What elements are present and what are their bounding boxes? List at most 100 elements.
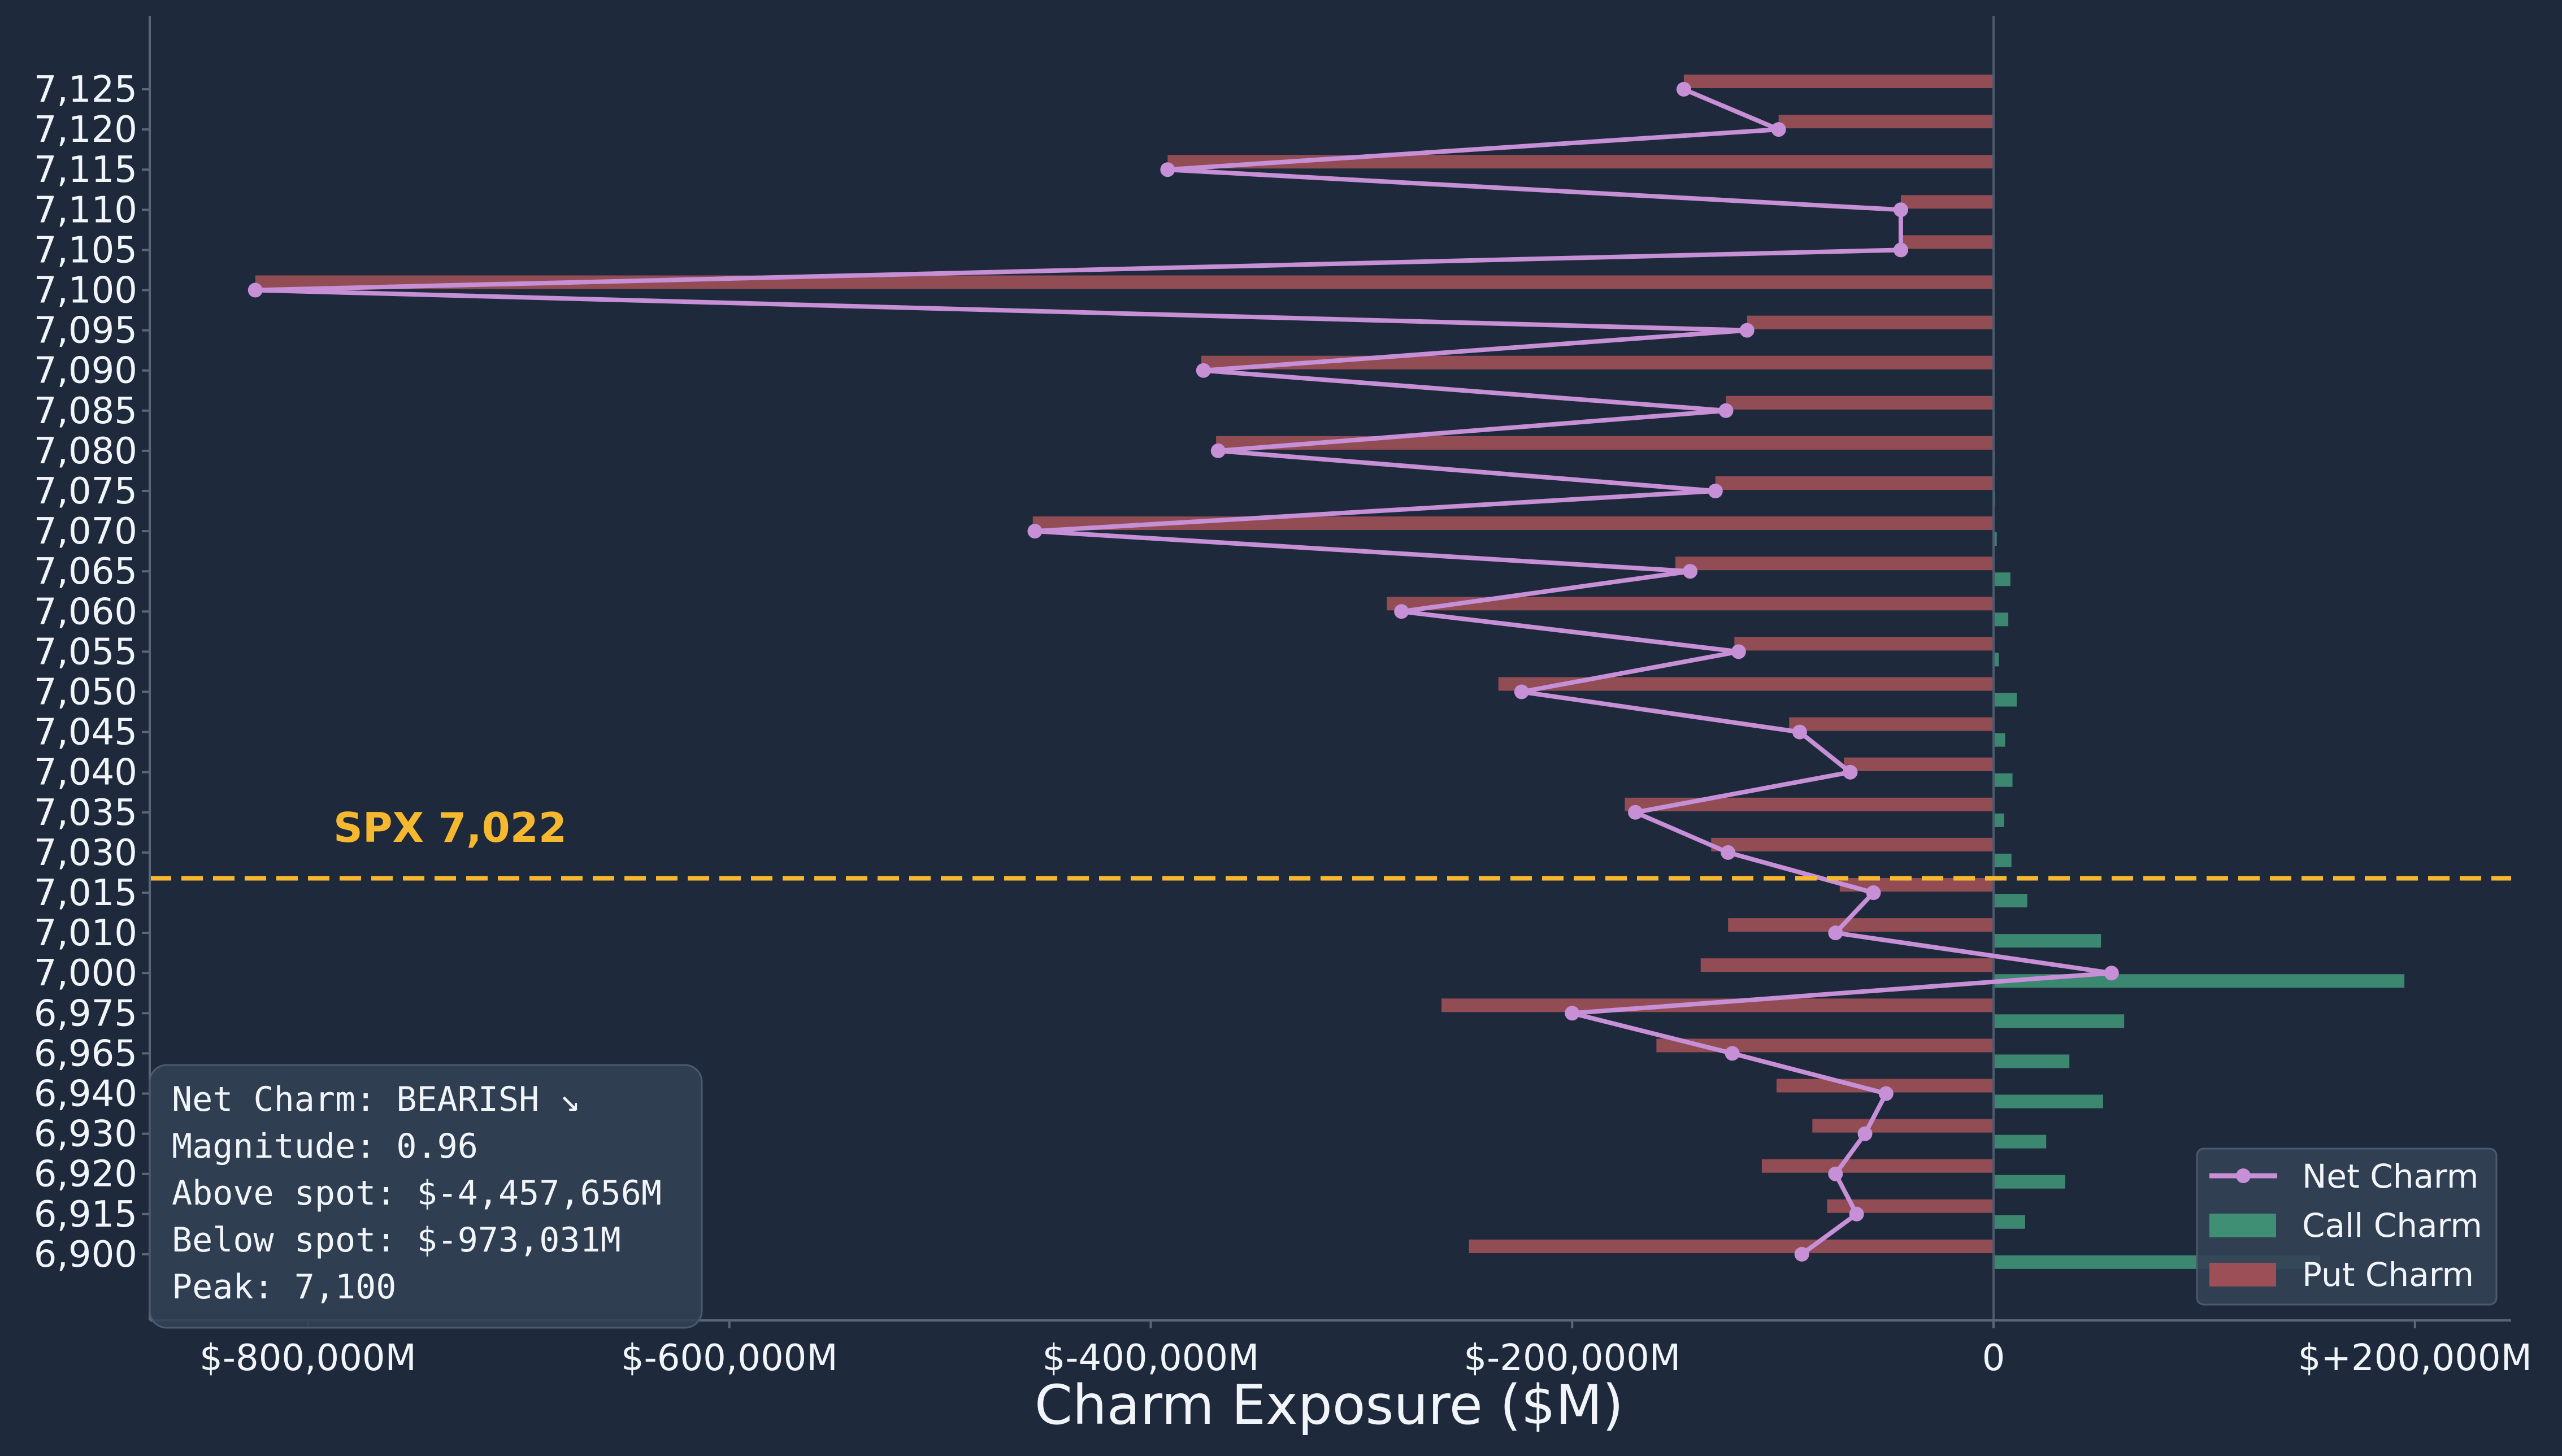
call-charm-bar — [1994, 1175, 2065, 1189]
y-tick-label: 6,915 — [34, 1194, 137, 1236]
call-charm-bar — [1994, 572, 2010, 586]
call-charm-bar — [1994, 853, 2012, 867]
y-tick-label: 7,085 — [34, 390, 137, 432]
net-charm-point — [1676, 82, 1691, 97]
stats-magnitude: Magnitude: 0.96 — [172, 1127, 478, 1166]
call-charm-bar — [1994, 693, 2017, 707]
net-charm-point — [1394, 604, 1409, 619]
y-tick-label: 7,110 — [34, 189, 137, 231]
put-charm-bar — [1747, 315, 1994, 329]
net-charm-point — [1721, 845, 1736, 860]
net-charm-point — [1565, 1006, 1580, 1021]
y-tick-label: 7,040 — [34, 752, 137, 794]
put-charm-bar — [1469, 1239, 1994, 1253]
y-tick-label: 7,075 — [34, 471, 137, 512]
y-tick-label: 6,975 — [34, 993, 137, 1035]
x-tick-label: $-600,000M — [621, 1337, 838, 1379]
y-tick-label: 7,115 — [34, 149, 137, 191]
net-charm-point — [1731, 644, 1746, 659]
y-tick-label: 7,125 — [34, 69, 137, 111]
legend-call-charm-label: Call Charm — [2302, 1206, 2482, 1245]
y-tick-label: 6,920 — [34, 1154, 137, 1196]
y-tick-label: 6,965 — [34, 1033, 137, 1075]
spot-price-label: SPX 7,022 — [333, 804, 567, 851]
put-charm-bar — [1900, 235, 1994, 249]
stats-box-background — [149, 1064, 703, 1329]
call-charm-bar — [1994, 773, 2013, 787]
x-tick-label: 0 — [1982, 1337, 2005, 1379]
y-tick-label: 7,000 — [34, 953, 137, 994]
call-charm-bar — [1994, 1135, 2047, 1149]
net-charm-point — [1628, 805, 1643, 820]
net-charm-point — [1828, 925, 1843, 941]
put-charm-bar — [1812, 1119, 1994, 1133]
put-charm-bar — [1728, 918, 1994, 932]
axes: 7,1257,1207,1157,1107,1057,1007,0957,090… — [34, 16, 2532, 1379]
net-charm-point — [1739, 323, 1755, 338]
y-tick-label: 7,065 — [34, 551, 137, 593]
legend-net-charm-marker — [2236, 1168, 2251, 1183]
put-charm-bar — [1734, 637, 1994, 651]
put-charm-bar — [1726, 395, 1994, 410]
y-tick-label: 7,015 — [34, 872, 137, 914]
call-charm-bar — [1994, 894, 2027, 907]
call-charm-bar — [1994, 733, 2005, 747]
net-charm-point — [2104, 966, 2119, 981]
x-tick-label: $-200,000M — [1464, 1337, 1681, 1379]
put-charm-bar — [1715, 476, 1994, 490]
net-charm-point — [1794, 1246, 1809, 1262]
y-tick-label: 7,035 — [34, 792, 137, 834]
y-tick-label: 7,010 — [34, 912, 137, 954]
call-charm-bar — [1994, 612, 2009, 627]
stats-below-spot: Below spot: $-973,031M — [172, 1220, 621, 1260]
net-charm-point — [1160, 162, 1175, 177]
y-tick-label: 7,090 — [34, 350, 137, 392]
legend: Net Charm Call Charm Put Charm — [2196, 1148, 2498, 1306]
y-tick-label: 7,070 — [34, 511, 137, 553]
net-charm-point — [1843, 764, 1858, 780]
stats-box: Net Charm: BEARISH ↘ Magnitude: 0.96 Abo… — [149, 1064, 703, 1329]
net-charm-point — [1893, 242, 1908, 258]
net-charm-point — [1708, 484, 1723, 498]
put-charm-bar — [1700, 958, 1994, 972]
y-tick-label: 7,045 — [34, 712, 137, 754]
y-tick-label: 7,105 — [34, 229, 137, 271]
net-charm-point — [1857, 1126, 1873, 1141]
net-charm-point — [1866, 885, 1881, 900]
net-charm-point — [1893, 202, 1908, 218]
legend-net-charm-label: Net Charm — [2302, 1157, 2478, 1196]
put-charm-bar — [1900, 195, 1994, 209]
net-charm-point — [1210, 443, 1226, 458]
net-charm-point — [1718, 403, 1734, 418]
y-tick-label: 6,930 — [34, 1114, 137, 1155]
call-charm-bar — [1994, 813, 2004, 827]
net-charm-point — [1771, 122, 1786, 137]
call-charm-bar — [1994, 1094, 2103, 1109]
call-charm-bar — [1994, 1215, 2025, 1229]
put-charm-bar — [1761, 1159, 1994, 1173]
x-tick-label: $+200,000M — [2298, 1337, 2532, 1379]
net-charm-point — [1196, 363, 1211, 378]
put-charm-bar — [1844, 757, 1994, 771]
y-tick-label: 7,055 — [34, 631, 137, 673]
net-charm-point — [1725, 1046, 1740, 1061]
net-charm-point — [247, 282, 263, 298]
net-charm-point — [1828, 1166, 1843, 1181]
x-tick-label: $-800,000M — [199, 1337, 416, 1379]
stats-peak: Peak: 7,100 — [172, 1267, 396, 1307]
x-axis-title: Charm Exposure ($M) — [1035, 1374, 1623, 1437]
y-tick-label: 7,060 — [34, 591, 137, 633]
call-charm-bar — [1994, 934, 2101, 948]
legend-put-charm-label: Put Charm — [2302, 1255, 2474, 1294]
put-charm-bar — [1789, 717, 1994, 731]
call-charm-bar — [1994, 1014, 2125, 1028]
net-charm-point — [1849, 1206, 1864, 1222]
legend-put-charm-swatch — [2209, 1263, 2276, 1287]
y-tick-label: 7,100 — [34, 270, 137, 312]
stats-net-charm: Net Charm: BEARISH ↘ — [172, 1080, 580, 1119]
net-charm-line — [253, 87, 2114, 1257]
y-tick-label: 6,940 — [34, 1073, 137, 1115]
net-charm-point — [1514, 684, 1529, 699]
put-charm-bar — [1675, 557, 1994, 571]
